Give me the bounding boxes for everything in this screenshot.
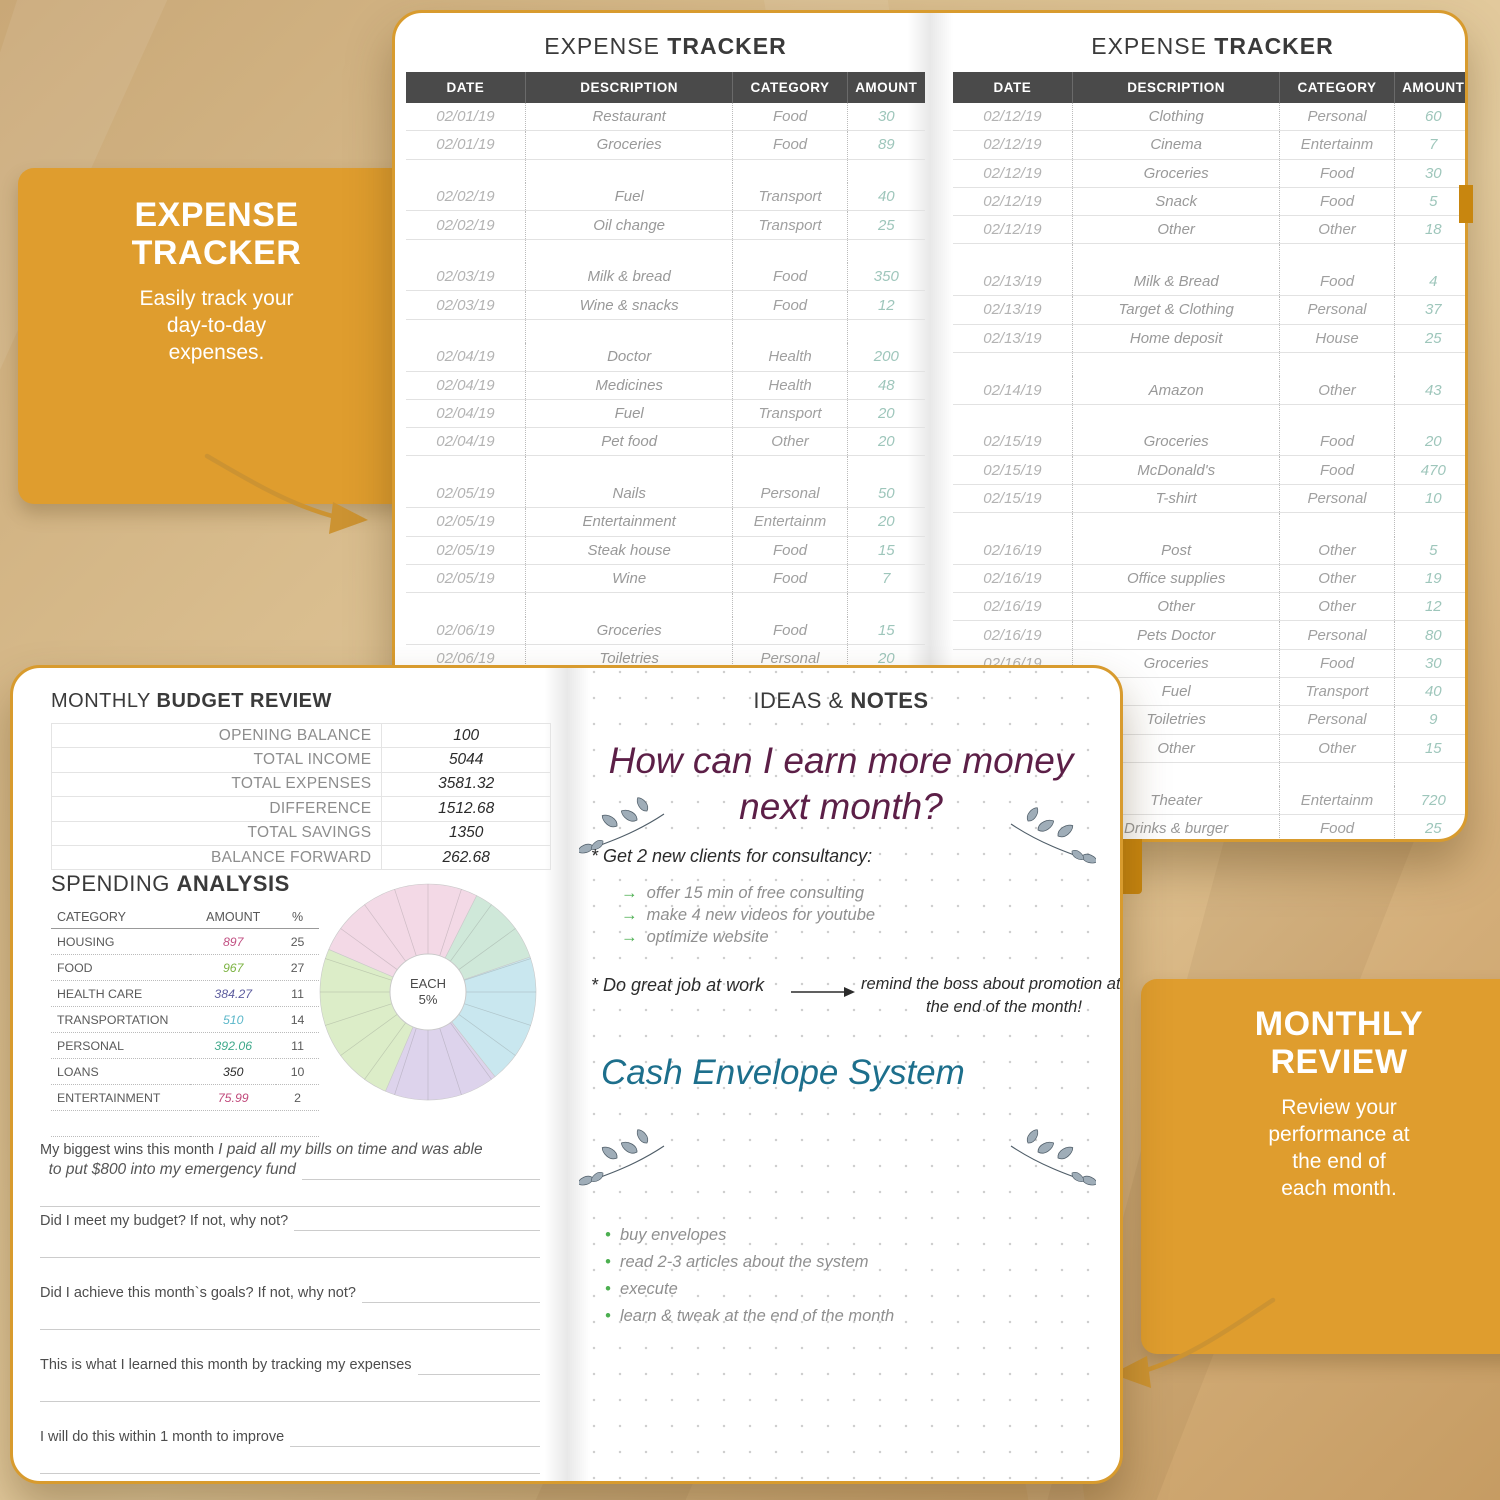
- svg-text:EACH: EACH: [410, 976, 446, 991]
- svg-text:5%: 5%: [419, 992, 438, 1007]
